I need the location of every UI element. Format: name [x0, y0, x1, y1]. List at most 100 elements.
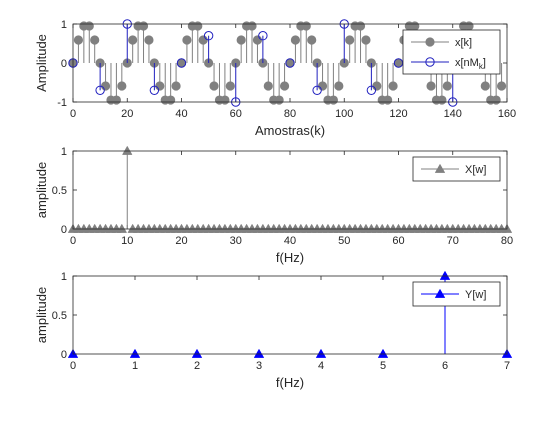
data-point-x: [491, 95, 501, 105]
axes-box: [72, 23, 508, 103]
y-tick-label: 0: [61, 58, 67, 70]
data-point-x: [84, 21, 94, 31]
x-tick-label: 0: [70, 235, 76, 247]
data-point-x: [171, 81, 181, 91]
x-tick-label: 120: [389, 108, 407, 120]
data-point-xd: [312, 85, 322, 96]
data-point-xd: [95, 85, 105, 96]
data-point-x: [144, 35, 154, 45]
x-tick-label: 40: [284, 235, 296, 247]
data-point-x: [317, 81, 328, 91]
axes-time-domain: 0 20 40 60 80 100 120 140 160-101Amostras(k)Ampl…: [34, 19, 516, 138]
series-xd: [68, 19, 485, 107]
legend: Y[w]: [412, 281, 501, 307]
data-point-x: [182, 35, 192, 45]
data-point-x: [437, 95, 447, 105]
axes-box: [72, 150, 508, 230]
legend: x[k] x[nMk]: [402, 29, 501, 75]
legend-marker-xd: [425, 57, 435, 67]
data-point-x: [328, 95, 338, 105]
data-point-x: [166, 95, 176, 105]
series-Y: [67, 270, 513, 358]
x-tick-label: 4: [318, 360, 324, 372]
data-point-Y: [253, 348, 265, 358]
data-point-x: [111, 95, 122, 105]
data-point-x: [480, 81, 490, 91]
x-tick-label: 140: [444, 108, 462, 120]
x-tick-label: 2: [194, 360, 200, 372]
x-axis-label: f(Hz): [276, 250, 304, 265]
legend-marker-X: [434, 163, 446, 173]
x-tick-label: 5: [380, 360, 386, 372]
data-point-x: [464, 21, 474, 31]
data-point-x: [73, 35, 84, 45]
y-axis-label: amplitude: [34, 162, 49, 218]
x-tick-label: 0: [70, 108, 76, 120]
x-axis-label: f(Hz): [276, 375, 304, 390]
data-point-x: [361, 35, 371, 45]
data-point-x: [279, 81, 290, 91]
data-point-x: [138, 21, 149, 31]
x-tick-label: 30: [230, 235, 242, 247]
y-tick-label: -1: [57, 97, 67, 109]
x-tick-label: 20: [175, 235, 187, 247]
data-point-x: [247, 21, 257, 31]
legend: X[w]: [412, 156, 501, 182]
x-tick-label: 6: [442, 360, 448, 372]
x-tick-label: 0: [70, 360, 76, 372]
x-tick-label: 50: [338, 235, 350, 247]
x-tick-label: 1: [132, 360, 138, 372]
y-axis-label: Amplitude: [34, 34, 49, 92]
data-point-x: [198, 35, 208, 45]
x-axis-label: Amostras(k): [255, 123, 325, 138]
data-point-x: [193, 21, 203, 31]
data-point-x: [355, 21, 366, 31]
x-tick-label: 160: [498, 108, 516, 120]
data-point-x: [307, 35, 317, 45]
data-point-Y: [315, 348, 327, 358]
data-point-x: [209, 81, 219, 91]
series-X: [67, 145, 513, 233]
data-point-x: [334, 81, 344, 91]
data-point-x: [372, 81, 382, 91]
data-point-x: [383, 95, 393, 105]
data-point-x: [410, 21, 420, 31]
data-point-xd: [285, 58, 295, 68]
series-x: [68, 21, 507, 105]
data-point-x: [155, 81, 165, 91]
data-point-x: [442, 81, 452, 91]
y-tick-label: 1: [61, 19, 67, 31]
x-tick-label: 70: [447, 235, 459, 247]
y-tick-label: 0: [61, 349, 67, 361]
data-point-X: [122, 145, 133, 155]
x-tick-label: 60: [230, 108, 242, 120]
x-tick-label: 80: [501, 235, 513, 247]
data-point-x: [220, 95, 230, 105]
x-tick-label: 60: [392, 235, 404, 247]
x-tick-label: 40: [175, 108, 187, 120]
data-point-x: [496, 81, 507, 91]
x-tick-label: 3: [256, 360, 262, 372]
data-point-x: [236, 35, 246, 45]
data-point-Y: [439, 270, 451, 280]
data-point-X: [116, 223, 128, 233]
data-point-x: [263, 81, 273, 91]
data-point-xd: [203, 31, 214, 41]
legend-marker-Y: [434, 288, 446, 298]
y-tick-label: 0.5: [52, 310, 67, 322]
x-tick-label: 20: [121, 108, 133, 120]
legend-label: x[nMk]: [455, 57, 486, 71]
data-point-Y: [129, 348, 141, 358]
x-tick-label: 100: [335, 108, 353, 120]
data-point-Y: [377, 348, 389, 358]
x-tick-label: 7: [504, 360, 510, 372]
data-point-x: [388, 81, 398, 91]
axes-box: [72, 275, 508, 355]
data-point-x: [274, 95, 284, 105]
data-point-x: [100, 81, 111, 91]
data-point-x: [252, 35, 263, 45]
x-tick-label: 10: [121, 235, 133, 247]
data-point-Y: [191, 348, 203, 358]
legend-marker-x: [425, 37, 435, 47]
